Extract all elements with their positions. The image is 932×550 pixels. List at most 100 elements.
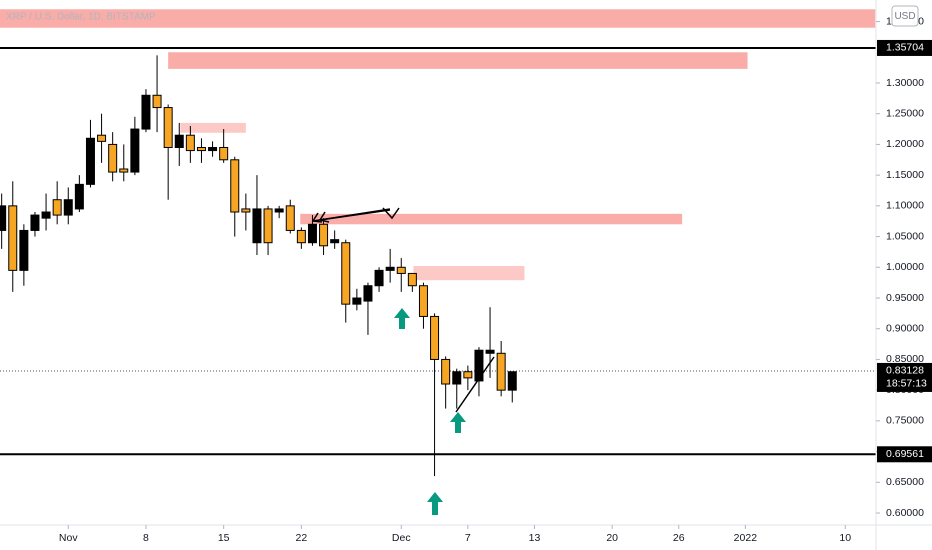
candle-body <box>52 199 62 216</box>
candle-body <box>152 94 162 109</box>
axes: 0.600000.650000.700000.750000.800000.850… <box>59 15 932 544</box>
y-tick-label: 1.30000 <box>886 77 924 89</box>
candle-body <box>507 371 517 391</box>
up-arrow <box>427 492 443 515</box>
candle-body <box>41 211 51 219</box>
price-label-box <box>877 39 932 56</box>
candle-body <box>141 94 151 130</box>
zone <box>300 213 683 225</box>
currency-button[interactable] <box>891 5 919 27</box>
candle-body <box>396 266 406 274</box>
y-tick-label: 1.15000 <box>886 169 924 181</box>
y-tick-label: 0.85000 <box>886 353 924 365</box>
x-tick-label: 7 <box>465 532 471 544</box>
candle-body <box>208 146 218 152</box>
candle-body <box>230 159 240 213</box>
horizontal-lines <box>0 46 876 456</box>
price-label: 1.35704 <box>886 42 924 54</box>
x-tick-label: 15 <box>218 532 230 544</box>
candle-body <box>474 349 484 382</box>
y-tick-label: 0.65000 <box>886 476 924 488</box>
candle-body <box>241 208 251 213</box>
drawings <box>311 207 495 413</box>
candle-body <box>85 137 95 185</box>
price-label: 0.69561 <box>886 448 924 460</box>
up-arrow <box>450 412 466 433</box>
candle-body <box>319 223 329 247</box>
x-tick-label: 22 <box>296 532 308 544</box>
arrow-head <box>382 207 400 220</box>
candle-body <box>252 208 262 244</box>
x-tick-label: 10 <box>839 532 851 544</box>
trend-line <box>455 356 495 413</box>
zones <box>0 9 876 281</box>
candle-body <box>174 134 184 148</box>
candle-body <box>274 208 284 213</box>
zone <box>0 9 876 28</box>
zone <box>168 52 748 69</box>
candle-body <box>341 242 351 305</box>
up-arrow <box>394 308 410 329</box>
chart-title: XRP / U.S. Dollar, 1D, BITSTAMP <box>6 12 156 23</box>
price-label-box <box>877 446 932 463</box>
candle-body <box>285 205 295 231</box>
candle-body <box>119 168 129 173</box>
candle-body <box>196 146 206 152</box>
y-tick-label: 1.10000 <box>886 200 924 212</box>
x-tick-label: 26 <box>673 532 685 544</box>
candle-body <box>8 205 18 271</box>
candle-body <box>19 229 29 271</box>
y-tick-label: 0.75000 <box>886 415 924 427</box>
candle-body <box>97 134 107 142</box>
zone <box>413 266 525 281</box>
candle-body <box>496 352 506 391</box>
candle-body <box>219 146 229 161</box>
candle-body <box>185 134 195 152</box>
candle-body <box>74 183 84 210</box>
x-tick-label: 2022 <box>734 532 758 544</box>
candles <box>0 55 517 477</box>
candle-body <box>385 266 395 271</box>
y-tick-label: 1.00000 <box>886 261 924 273</box>
candle-body <box>407 272 417 287</box>
currency-label: USD <box>894 11 915 22</box>
candle-body <box>352 297 362 305</box>
x-tick-label: 8 <box>143 532 149 544</box>
y-tick-label: 0.90000 <box>886 323 924 335</box>
x-tick-label: 20 <box>606 532 618 544</box>
candle-body <box>130 128 140 173</box>
candle-body <box>363 285 373 302</box>
last-price-box <box>877 362 932 392</box>
y-tick-label: 1.25000 <box>886 107 924 119</box>
x-tick-label: Dec <box>392 532 411 544</box>
candle-body <box>108 143 118 173</box>
candle-body <box>430 315 440 360</box>
y-tick-label: 0.60000 <box>886 507 924 519</box>
arrow-head <box>311 212 323 223</box>
y-tick-label: 1.05000 <box>886 230 924 242</box>
candle-body <box>452 371 462 385</box>
candle-body <box>418 285 428 317</box>
candle-body <box>463 371 473 379</box>
candle-body <box>30 214 40 231</box>
candle-body <box>374 269 384 287</box>
candle-body <box>441 358 451 385</box>
trend-arrow <box>319 209 391 221</box>
candle-body <box>63 199 73 216</box>
last-price-label: 0.83128 <box>886 365 924 377</box>
x-tick-label: 13 <box>529 532 541 544</box>
up-arrows <box>394 308 466 515</box>
zone <box>180 122 246 133</box>
candle-body <box>0 205 7 231</box>
candle-body <box>485 349 495 354</box>
candle-body <box>263 208 273 244</box>
candle-body <box>330 239 340 244</box>
candle-body <box>307 223 317 244</box>
candle-body <box>296 229 306 244</box>
x-tick-label: Nov <box>59 532 78 544</box>
candle-body <box>163 107 173 148</box>
countdown-label: 18:57:13 <box>886 378 927 390</box>
y-tick-label: 0.95000 <box>886 292 924 304</box>
